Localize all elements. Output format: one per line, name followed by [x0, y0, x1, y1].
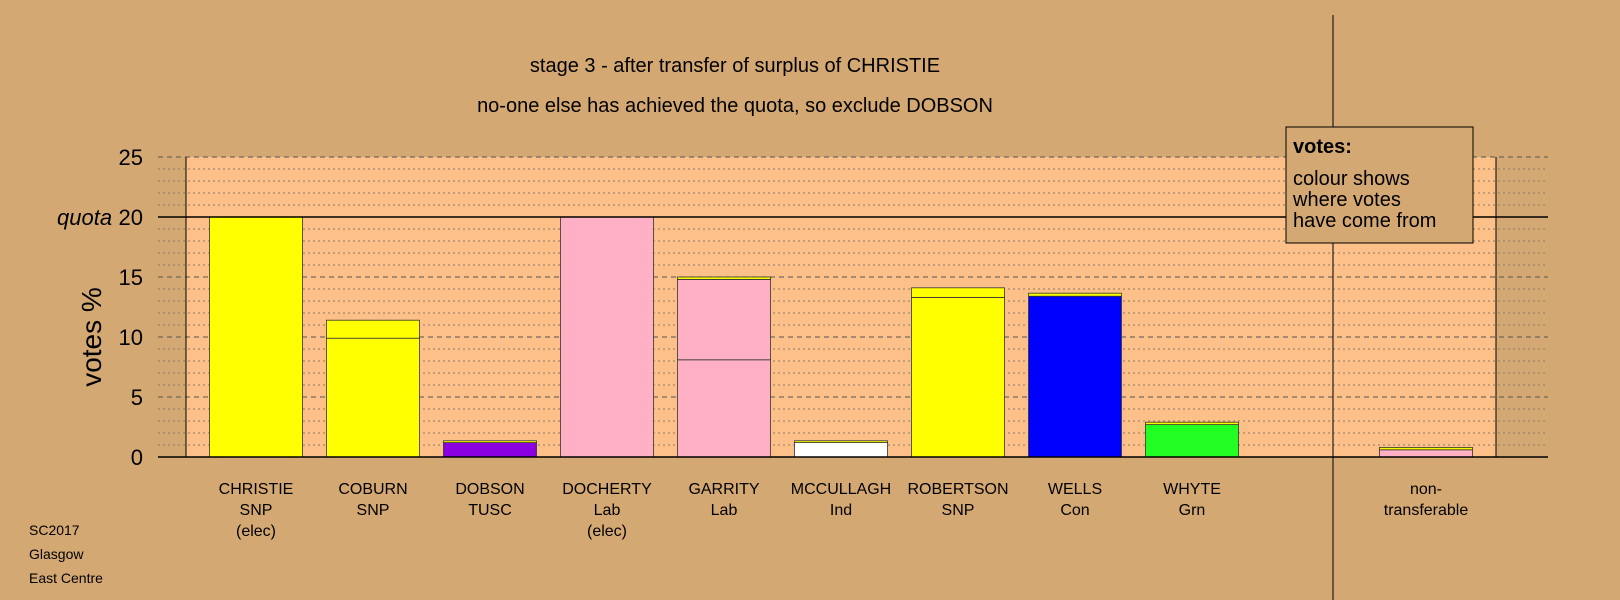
bars: [209, 216, 1473, 458]
x-tick-label: Lab: [594, 502, 621, 519]
footer-line: East Centre: [29, 570, 103, 586]
bar-segment: [911, 296, 1005, 458]
x-tick-label: WHYTE: [1163, 481, 1221, 498]
bar-segment: [326, 337, 420, 458]
legend-line: where votes: [1292, 189, 1401, 211]
bar-segment: [911, 287, 1005, 298]
x-tick-label: non-: [1410, 481, 1442, 498]
x-tick-label: DOBSON: [455, 481, 524, 498]
x-tick-label: Lab: [711, 502, 738, 519]
x-tick-label: CHRISTIE: [219, 481, 294, 498]
bar-segment: [209, 216, 303, 458]
bar-segment: [1145, 424, 1239, 458]
legend-line: have come from: [1293, 210, 1436, 232]
x-tick-label: DOCHERTY: [562, 481, 652, 498]
x-tick-label: GARRITY: [688, 481, 759, 498]
x-tick-label: WELLS: [1048, 481, 1102, 498]
footer-line: Glasgow: [29, 546, 84, 562]
bar-segment: [326, 319, 420, 339]
footer-line: SC2017: [29, 522, 80, 538]
y-axis-label: votes %: [76, 287, 107, 387]
bar-segment: [1379, 449, 1473, 458]
bar-segment: [794, 440, 888, 443]
chart-title: stage 3 - after transfer of surplus of C…: [530, 55, 940, 77]
quota-label: quota: [57, 205, 112, 230]
x-tick-label: (elec): [236, 523, 276, 540]
bar-segment: [677, 278, 771, 361]
bar-segment: [443, 440, 537, 443]
x-tick-label: SNP: [357, 502, 390, 519]
x-tick-label: ROBERTSON: [907, 481, 1008, 498]
legend-title: votes:: [1293, 136, 1352, 158]
bar-segment: [443, 442, 537, 458]
legend: votes: colour shows where votes have com…: [1285, 126, 1474, 244]
x-tick-labels: CHRISTIE SNP (elec) COBURN SNP DOBSON TUSC DOCH…: [219, 481, 1469, 540]
x-tick-label: COBURN: [338, 481, 407, 498]
bar-segment: [1028, 295, 1122, 458]
legend-box: [1285, 126, 1474, 244]
x-tick-label: MCCULLAGH: [791, 481, 891, 498]
bar-segment: [1145, 421, 1239, 426]
y-tick-label: 10: [119, 325, 143, 350]
y-tick-label: 0: [131, 445, 143, 470]
bar-segment: [677, 276, 771, 280]
x-tick-label: transferable: [1384, 502, 1469, 519]
y-tick-label: 5: [131, 385, 143, 410]
bar-segment: [560, 216, 654, 458]
x-tick-label: Con: [1060, 502, 1089, 519]
x-tick-label: SNP: [942, 502, 975, 519]
x-tick-label: SNP: [240, 502, 273, 519]
y-tick-label: 15: [119, 265, 143, 290]
bar-segment: [794, 442, 888, 458]
x-tick-label: TUSC: [468, 502, 512, 519]
x-tick-label: (elec): [587, 523, 627, 540]
bar-segment: [677, 359, 771, 458]
x-tick-label: Grn: [1179, 502, 1206, 519]
y-tick-labels: 0 5 10 15 20 25: [119, 145, 143, 470]
x-tick-label: Ind: [830, 502, 852, 519]
bar-segment: [1028, 292, 1122, 297]
bar-segment: [1379, 446, 1473, 451]
chart-subtitle: no-one else has achieved the quota, so e…: [477, 95, 993, 117]
y-tick-label: 25: [119, 145, 143, 170]
y-tick-label: 20: [119, 205, 143, 230]
legend-line: colour shows: [1293, 168, 1410, 190]
